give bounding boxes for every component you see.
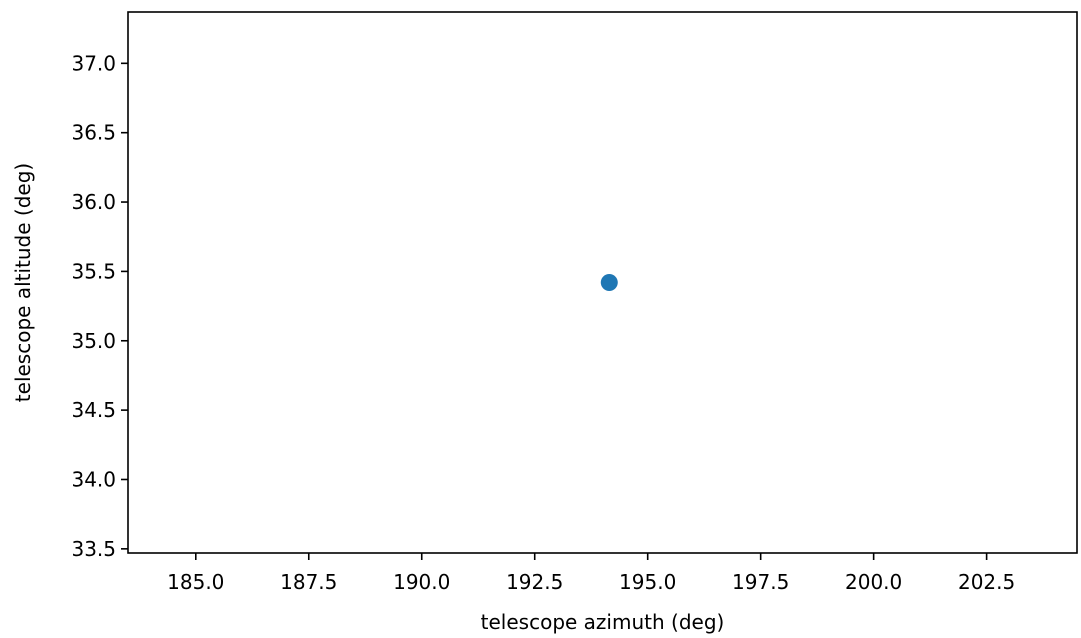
y-tick-label: 36.5	[71, 121, 116, 145]
y-tick-label: 36.0	[71, 190, 116, 214]
x-tick-label: 195.0	[619, 570, 676, 594]
y-tick-label: 34.0	[71, 467, 116, 491]
data-point	[600, 274, 618, 291]
y-tick-label: 35.0	[71, 329, 116, 353]
x-axis-label: telescope azimuth (deg)	[481, 610, 725, 634]
y-tick-label: 37.0	[71, 51, 116, 75]
x-tick-label: 185.0	[167, 570, 224, 594]
y-tick-label: 33.5	[71, 537, 116, 561]
x-tick-label: 200.0	[845, 570, 902, 594]
y-tick-label: 35.5	[71, 259, 116, 283]
x-tick-label: 197.5	[732, 570, 789, 594]
x-tick-label: 187.5	[280, 570, 337, 594]
x-tick-label: 192.5	[506, 570, 563, 594]
plot-area	[600, 274, 618, 291]
x-axis: 185.0 187.5 190.0 192.5 195.0 197.5 200.0 202.5	[167, 553, 1015, 594]
axes-frame	[127, 11, 1078, 554]
y-tick-label: 34.5	[71, 398, 116, 422]
y-axis: 33.5 34.0 34.5 35.0 35.5 36.0 36.5 37.0	[71, 51, 128, 561]
x-tick-label: 190.0	[393, 570, 450, 594]
y-axis-label: telescope altitude (deg)	[11, 163, 35, 402]
x-tick-label: 202.5	[958, 570, 1015, 594]
